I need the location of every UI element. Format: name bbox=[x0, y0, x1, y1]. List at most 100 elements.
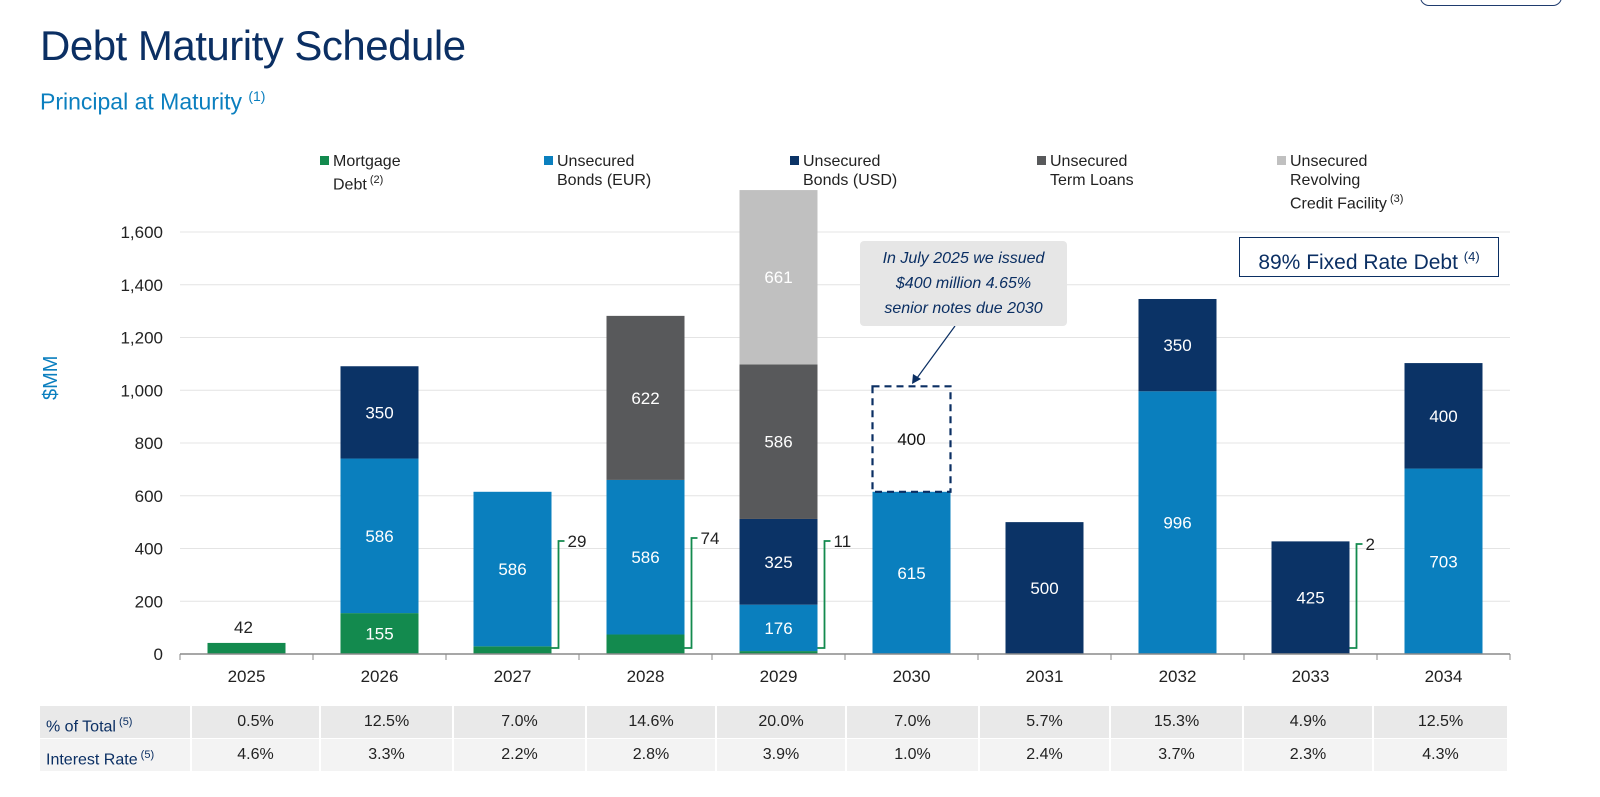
bar-value-label: 350 bbox=[1163, 336, 1191, 355]
bar-segment bbox=[872, 491, 951, 654]
bar-segment bbox=[1404, 363, 1483, 469]
callout-arrow bbox=[916, 325, 956, 379]
legend-label: Mortgage bbox=[333, 153, 401, 170]
y-tick-label: 800 bbox=[135, 434, 163, 453]
y-tick-label: 600 bbox=[135, 487, 163, 506]
table-cell: 3.3% bbox=[321, 739, 452, 771]
bar-value-label: 586 bbox=[764, 433, 792, 452]
bracket-connector bbox=[684, 537, 698, 649]
y-tick-label: 1,000 bbox=[120, 381, 163, 400]
table-cell: 20.0% bbox=[717, 706, 845, 738]
pending-issue-label: 400 bbox=[897, 430, 925, 449]
table-cell: 15.3% bbox=[1111, 706, 1242, 738]
table-cell: 7.0% bbox=[847, 706, 978, 738]
page-title: Debt Maturity Schedule bbox=[40, 22, 466, 69]
table-cell: 7.0% bbox=[454, 706, 585, 738]
legend-footnote: (2) bbox=[366, 174, 384, 186]
y-tick-label: 0 bbox=[154, 645, 163, 664]
bar-value-label: 996 bbox=[1163, 514, 1191, 533]
bar-value-label: 586 bbox=[365, 527, 393, 546]
bar-value-label: 155 bbox=[365, 625, 393, 644]
table-cell: 2.3% bbox=[1244, 739, 1372, 771]
y-tick-label: 1,200 bbox=[120, 329, 163, 348]
side-value-label: 74 bbox=[701, 529, 720, 548]
legend-item: Unsecured Revolving Credit Facility (3) bbox=[1277, 152, 1403, 213]
chart-subtitle: Principal at Maturity (1) bbox=[40, 88, 265, 116]
x-tick-label: 2032 bbox=[1159, 667, 1197, 686]
legend-label: Unsecured bbox=[1290, 153, 1368, 170]
legend-label: Term Loans bbox=[1050, 172, 1134, 189]
x-tick-label: 2029 bbox=[760, 667, 798, 686]
bar-value-label: 500 bbox=[1030, 579, 1058, 598]
bar-value-label: 176 bbox=[764, 619, 792, 638]
bar-value-label: 425 bbox=[1296, 588, 1324, 607]
callout-arrow-head bbox=[912, 374, 921, 384]
bar-segment bbox=[473, 646, 552, 654]
table-cell: 2.8% bbox=[587, 739, 715, 771]
bar-segment bbox=[739, 518, 818, 605]
side-value-label: 2 bbox=[1366, 535, 1375, 554]
fixed-rate-footnote: (4) bbox=[1463, 249, 1480, 264]
table-cell: 3.9% bbox=[717, 739, 845, 771]
legend-label: Debt (2) bbox=[333, 174, 384, 194]
legend-swatch bbox=[790, 156, 799, 165]
bar-segment bbox=[1404, 468, 1483, 654]
bracket-connector bbox=[1349, 543, 1363, 649]
callout-line-1: In July 2025 we issued bbox=[882, 250, 1045, 267]
table-cell: 5.7% bbox=[980, 706, 1109, 738]
row-header-footnote: (5) bbox=[137, 749, 155, 761]
x-tick-label: 2031 bbox=[1026, 667, 1064, 686]
x-tick-label: 2028 bbox=[627, 667, 665, 686]
bar-segment bbox=[606, 479, 685, 635]
legend-item: Mortgage Debt (2) bbox=[320, 152, 401, 194]
table-cell: 12.5% bbox=[321, 706, 452, 738]
subtitle-text: Principal at Maturity bbox=[40, 88, 242, 115]
row-header-label: % of Total bbox=[46, 718, 116, 736]
row-header-label: Interest Rate bbox=[46, 751, 138, 769]
bar-segment bbox=[340, 366, 419, 459]
pending-issue-box bbox=[871, 385, 952, 493]
legend-item: Unsecured Bonds (EUR) bbox=[544, 152, 651, 190]
callout-line-2: $400 million 4.65% bbox=[895, 275, 1032, 292]
subtitle-footnote: (1) bbox=[248, 88, 266, 104]
table-cell: 2.4% bbox=[980, 739, 1109, 771]
table-cell: 12.5% bbox=[1374, 706, 1507, 738]
side-value-label: 29 bbox=[568, 532, 587, 551]
table-cell: 1.0% bbox=[847, 739, 978, 771]
legend-label: Unsecured bbox=[803, 153, 881, 170]
bar-value-label: 586 bbox=[498, 560, 526, 579]
x-tick-label: 2033 bbox=[1292, 667, 1330, 686]
bar-segment bbox=[606, 315, 685, 480]
legend-label: Unsecured bbox=[557, 153, 635, 170]
bar-segment bbox=[739, 604, 818, 652]
fixed-rate-badge: 89% Fixed Rate Debt (4) bbox=[1239, 237, 1499, 277]
bar-segment bbox=[473, 491, 552, 647]
y-tick-label: 1,600 bbox=[120, 223, 163, 242]
bracket-connector bbox=[551, 540, 565, 649]
bar-segment bbox=[1138, 298, 1217, 392]
legend-swatch bbox=[320, 156, 329, 165]
bar-value-label: 615 bbox=[897, 564, 925, 583]
debt-maturity-chart: 0 200 400 600 800 1,000 1,200 1,400 1,600 155 586 3… bbox=[120, 190, 1511, 686]
legend-label: Bonds (EUR) bbox=[557, 172, 652, 189]
bar-segment bbox=[606, 634, 685, 654]
table-cell: 2.2% bbox=[454, 739, 585, 771]
legend-swatch bbox=[1037, 156, 1046, 165]
x-tick-label: 2026 bbox=[361, 667, 399, 686]
x-tick-label: 2027 bbox=[494, 667, 532, 686]
row-header: % of Total (5) bbox=[40, 706, 190, 738]
bar-value-label: 400 bbox=[1429, 407, 1457, 426]
table-cell: 4.9% bbox=[1244, 706, 1372, 738]
bar-segment bbox=[340, 613, 419, 654]
legend-item: Unsecured Bonds (USD) bbox=[790, 152, 897, 190]
bar-segment bbox=[1271, 541, 1350, 654]
table-cell: 3.7% bbox=[1111, 739, 1242, 771]
bar-segment bbox=[739, 651, 818, 654]
table-row: % of Total (5) 0.5% 12.5% 7.0% 14.6% 20.0% 7.0… bbox=[40, 706, 1509, 738]
bar-value-label: 325 bbox=[764, 553, 792, 572]
table-cell: 0.5% bbox=[192, 706, 319, 738]
y-axis-label: $MM bbox=[40, 355, 62, 400]
bar-value-label: 622 bbox=[631, 389, 659, 408]
legend-swatch bbox=[544, 156, 553, 165]
x-tick-label: 2025 bbox=[228, 667, 266, 686]
